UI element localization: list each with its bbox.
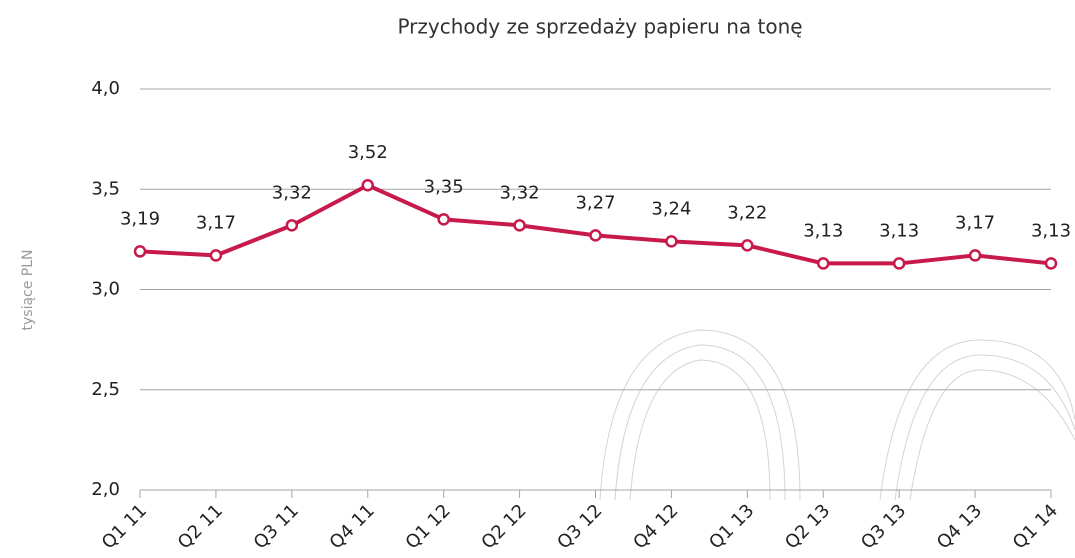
data-label: 3,32 <box>272 182 312 203</box>
data-label: 3,22 <box>727 202 767 223</box>
x-tick-label: Q4 11 <box>326 500 379 553</box>
data-label: 3,13 <box>1031 220 1071 241</box>
marker <box>968 249 982 262</box>
x-tick-label: Q3 12 <box>553 500 606 553</box>
marker <box>817 257 830 270</box>
x-tick-label: Q2 13 <box>781 500 834 553</box>
chart-title: Przychody ze sprzedaży papieru na tonę <box>397 15 802 39</box>
x-tick-label: Q1 14 <box>1009 500 1062 553</box>
x-tick-label: Q1 13 <box>705 500 758 553</box>
x-tick-label: Q4 13 <box>933 500 986 553</box>
marker <box>892 257 906 270</box>
y-axis-label: tysiące PLN <box>20 249 36 330</box>
x-tick-label: Q3 11 <box>250 500 303 553</box>
marker <box>437 213 450 226</box>
data-label: 3,13 <box>803 220 843 241</box>
x-tick-label: Q2 12 <box>477 500 530 553</box>
data-label: 3,35 <box>424 176 464 197</box>
marker <box>741 239 754 252</box>
x-tick-label: Q1 12 <box>402 500 455 553</box>
marker <box>285 219 299 232</box>
x-tick-label: Q1 11 <box>98 500 151 553</box>
watermark <box>599 329 1075 501</box>
data-label: 3,13 <box>879 220 919 241</box>
marker <box>665 235 678 248</box>
marker <box>513 219 526 232</box>
x-tick-label: Q2 11 <box>174 500 227 553</box>
x-tick-label: Q3 13 <box>857 500 910 553</box>
x-tick-label: Q4 12 <box>629 500 682 553</box>
data-label: 3,27 <box>575 192 615 213</box>
marker <box>1044 257 1058 270</box>
y-tick-label: 2,0 <box>91 479 120 500</box>
marker <box>361 178 374 192</box>
data-label: 3,17 <box>196 212 236 233</box>
marker <box>589 229 602 242</box>
data-label: 3,32 <box>500 182 540 203</box>
data-label: 3,24 <box>651 198 691 219</box>
data-label: 3,17 <box>955 212 995 233</box>
y-tick-label: 2,5 <box>91 379 120 400</box>
marker <box>133 245 147 258</box>
y-tick-label: 3,5 <box>91 178 120 199</box>
y-tick-label: 3,0 <box>91 279 120 300</box>
y-tick-label: 4,0 <box>91 78 120 99</box>
data-label: 3,19 <box>120 208 160 229</box>
data-label: 3,52 <box>348 142 388 163</box>
marker <box>209 249 223 262</box>
